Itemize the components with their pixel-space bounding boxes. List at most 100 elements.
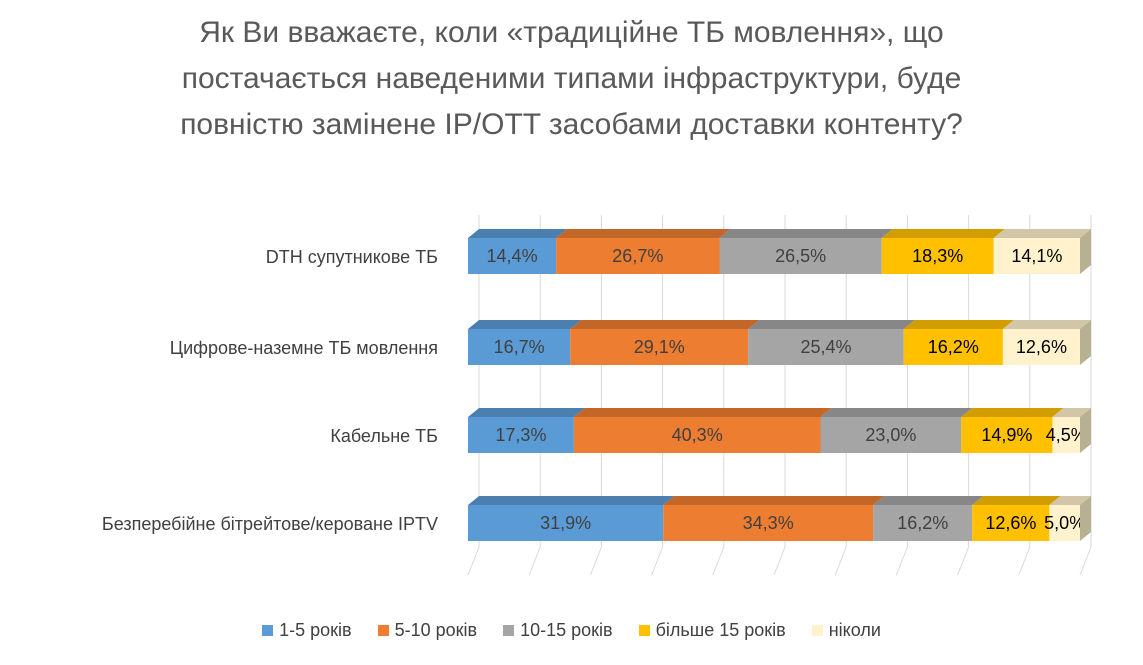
legend-swatch xyxy=(638,625,650,636)
legend-swatch xyxy=(503,625,515,636)
data-label: 4,5% xyxy=(1046,425,1087,445)
data-label: 16,2% xyxy=(897,513,948,533)
gridline-floor xyxy=(834,546,847,576)
bar-segment xyxy=(993,238,1080,274)
bar-segment xyxy=(468,505,664,541)
category-label: DTH супутникове ТБ xyxy=(266,247,438,267)
bar-segment xyxy=(881,238,994,274)
bar-segment xyxy=(903,329,1003,365)
bar-top-face xyxy=(748,320,915,329)
bar-top-face xyxy=(993,229,1091,238)
category-label: Цифрове-наземне ТБ мовлення xyxy=(170,338,438,358)
bar-top-face xyxy=(873,496,984,505)
bar-top-face xyxy=(1049,496,1091,505)
data-label: 16,2% xyxy=(928,337,979,357)
legend-label: 5-10 років xyxy=(394,620,478,640)
data-label: 31,9% xyxy=(540,513,591,533)
data-label: 5,0% xyxy=(1044,513,1085,533)
bar-segment xyxy=(972,505,1050,541)
category-label: Кабельне ТБ xyxy=(330,426,438,446)
bar-top-face xyxy=(468,229,568,238)
chart-legend: 1-5 років 5-10 років 10-15 років більше 15 … xyxy=(0,620,1143,641)
legend-item: 1-5 років xyxy=(262,620,352,641)
legend-label: ніколи xyxy=(828,620,881,640)
legend-item: 5-10 років xyxy=(377,620,478,641)
bar-top-face xyxy=(881,229,1005,238)
legend-item: більше 15 років xyxy=(638,620,786,641)
bar-top-face xyxy=(468,496,675,505)
bar-segment xyxy=(1049,505,1080,541)
bar-segment xyxy=(873,505,973,541)
data-label: 34,3% xyxy=(743,513,794,533)
bar-side-face xyxy=(1080,408,1091,453)
bar-segment xyxy=(556,238,720,274)
data-label: 26,7% xyxy=(612,246,663,266)
bar-segment xyxy=(748,329,904,365)
bar-segment xyxy=(820,417,962,453)
legend-label: більше 15 років xyxy=(655,620,786,640)
gridline-floor xyxy=(467,546,480,576)
bar-top-face xyxy=(820,408,973,417)
data-label: 29,1% xyxy=(634,337,685,357)
bar-segment xyxy=(1002,329,1080,365)
title-line-3: повністю замінене IP/OTT засобами достав… xyxy=(180,108,963,141)
data-label: 18,3% xyxy=(912,246,963,266)
data-label: 12,6% xyxy=(985,513,1036,533)
bar-segment xyxy=(468,417,574,453)
bar-top-face xyxy=(1052,408,1091,417)
data-label: 14,4% xyxy=(487,246,538,266)
gridline-floor xyxy=(1079,546,1092,576)
bar-segment xyxy=(573,417,821,453)
legend-swatch xyxy=(811,625,823,636)
bar-top-face xyxy=(573,408,832,417)
bar-top-face xyxy=(1002,320,1091,329)
title-line-2: постачається наведеними типами інфрастру… xyxy=(181,62,962,95)
legend-swatch xyxy=(377,625,389,636)
gridline-floor xyxy=(773,546,786,576)
gridline-floor xyxy=(528,546,541,576)
bar-side-face xyxy=(1080,229,1091,274)
bar-top-face xyxy=(468,408,585,417)
legend-label: 10-15 років xyxy=(520,620,613,640)
legend-swatch xyxy=(262,625,274,636)
gridline-floor xyxy=(1018,546,1031,576)
data-label: 16,7% xyxy=(494,337,545,357)
data-label: 26,5% xyxy=(775,246,826,266)
bar-top-face xyxy=(972,496,1061,505)
chart-title: Як Ви вважаєте, коли «традиційне ТБ мовл… xyxy=(0,10,1143,148)
bar-segment xyxy=(570,329,749,365)
data-label: 17,3% xyxy=(495,425,546,445)
bar-segment xyxy=(719,238,882,274)
data-label: 14,9% xyxy=(981,425,1032,445)
legend-label: 1-5 років xyxy=(279,620,352,640)
data-label: 23,0% xyxy=(865,425,916,445)
bar-top-face xyxy=(663,496,885,505)
bar-top-face xyxy=(556,229,731,238)
bar-top-face xyxy=(468,320,582,329)
legend-item: ніколи xyxy=(811,620,881,641)
bar-segment xyxy=(663,505,874,541)
bar-segment xyxy=(468,238,557,274)
category-label: Безперебійне бітрейтове/кероване IPTV xyxy=(102,514,438,534)
bar-top-face xyxy=(719,229,893,238)
data-label: 14,1% xyxy=(1011,246,1062,266)
bar-top-face xyxy=(903,320,1014,329)
bar-segment xyxy=(468,329,571,365)
bar-side-face xyxy=(1080,496,1091,541)
bar-segment xyxy=(961,417,1053,453)
gridline-floor xyxy=(651,546,664,576)
gridline-floor xyxy=(589,546,602,576)
data-label: 12,6% xyxy=(1016,337,1067,357)
gridline-floor xyxy=(895,546,908,576)
legend-item: 10-15 років xyxy=(503,620,613,641)
data-label: 40,3% xyxy=(672,425,723,445)
bar-segment xyxy=(1052,417,1080,453)
chart-plot: DTH супутникове ТБ 14,4% 26,7% 26,5% 18,3% 14… xyxy=(102,215,1092,576)
bar-side-face xyxy=(1080,320,1091,365)
data-label: 25,4% xyxy=(800,337,851,357)
gridline-floor xyxy=(712,546,725,576)
bar-top-face xyxy=(961,408,1064,417)
bar-top-face xyxy=(570,320,760,329)
title-line-1: Як Ви вважаєте, коли «традиційне ТБ мовл… xyxy=(199,16,944,49)
gridline-floor xyxy=(957,546,970,576)
